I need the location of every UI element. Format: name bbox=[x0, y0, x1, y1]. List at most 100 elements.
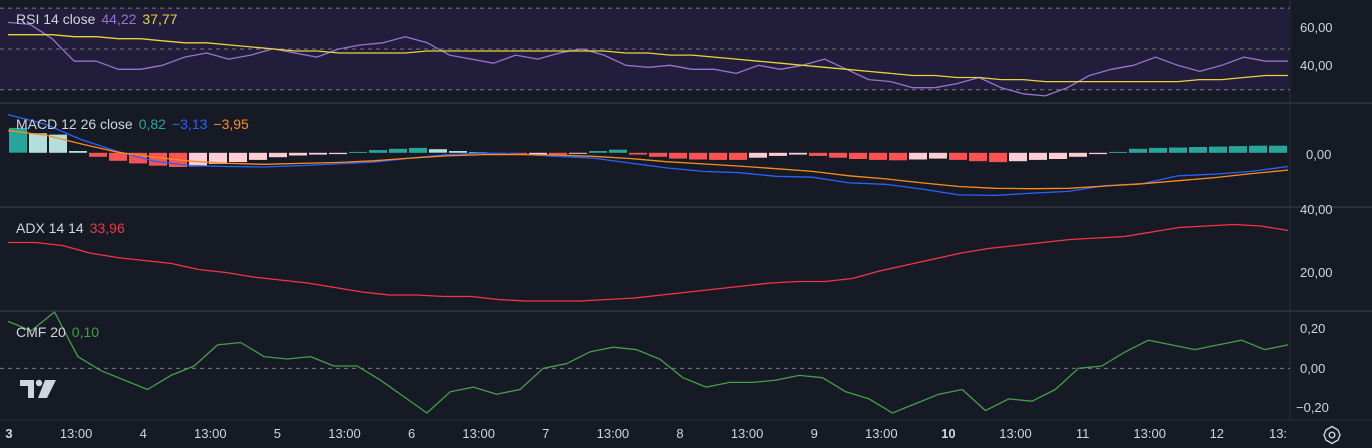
adx-axis-label-20: 20,00 bbox=[1300, 265, 1333, 280]
time-axis-label: 13:00 bbox=[328, 426, 361, 441]
rsi-legend-name: RSI 14 close bbox=[16, 11, 96, 27]
macd-histogram-bar bbox=[349, 151, 367, 153]
macd-histogram-bar bbox=[929, 152, 947, 159]
macd-histogram-bar bbox=[689, 152, 707, 160]
macd-histogram-bar bbox=[889, 152, 907, 161]
macd-histogram-bar bbox=[1249, 145, 1267, 153]
macd-histogram-bar bbox=[849, 152, 867, 159]
macd-histogram-bar bbox=[29, 133, 47, 153]
macd-histogram-bar bbox=[1129, 148, 1147, 153]
tradingview-logo-icon[interactable] bbox=[18, 378, 58, 402]
time-axis-label: 13:00 bbox=[194, 426, 227, 441]
macd-histogram-bar bbox=[869, 152, 887, 160]
macd-histogram-bar bbox=[1229, 146, 1247, 153]
rsi-legend-value: 44,22 bbox=[101, 11, 137, 27]
adx-legend-name: ADX 14 14 bbox=[16, 220, 84, 236]
macd-histogram-bar bbox=[1269, 145, 1287, 153]
macd-histogram-bar bbox=[809, 152, 827, 156]
macd-histogram-bar bbox=[289, 152, 307, 156]
time-axis-label: 13:00 bbox=[59, 426, 93, 441]
macd-histogram-bar bbox=[1069, 152, 1087, 157]
macd-histogram-bar bbox=[789, 152, 807, 155]
time-axis-label: 8 bbox=[676, 426, 684, 441]
macd-histogram-bar bbox=[529, 152, 547, 155]
macd-histogram-bar bbox=[69, 151, 87, 153]
macd-histogram-bar bbox=[409, 147, 427, 153]
time-axis-label: 13:00 bbox=[999, 426, 1032, 441]
macd-histogram-bar bbox=[1149, 147, 1167, 153]
macd-axis-label-0: 0,00 bbox=[1306, 147, 1332, 162]
macd-legend-name: MACD 12 26 close bbox=[16, 116, 133, 132]
macd-histogram-bar bbox=[209, 152, 227, 164]
macd-legend-signal-value: −3,95 bbox=[213, 116, 249, 132]
rsi-axis-label-40: 40,00 bbox=[1300, 58, 1333, 73]
macd-histogram-bar bbox=[629, 152, 647, 155]
macd-histogram-bar bbox=[649, 152, 667, 157]
cmf-axis-label-neg-0-20: −0,20 bbox=[1296, 400, 1329, 415]
time-axis-label: 13:00 bbox=[865, 426, 898, 441]
macd-histogram-bar bbox=[1029, 152, 1047, 160]
time-axis-label: 7 bbox=[542, 426, 550, 441]
time-axis-label: 13:00 bbox=[1133, 426, 1166, 441]
macd-legend[interactable]: MACD 12 26 close 0,82 −3,13 −3,95 bbox=[16, 116, 255, 132]
macd-histogram-bar bbox=[429, 149, 447, 153]
macd-histogram-bar bbox=[389, 148, 407, 153]
macd-histogram-bar bbox=[749, 152, 767, 158]
cmf-axis-label-0: 0,00 bbox=[1300, 361, 1326, 376]
time-axis-label: 10 bbox=[941, 426, 956, 441]
macd-series-macd bbox=[7, 113, 1289, 197]
macd-histogram-bar bbox=[709, 152, 727, 160]
adx-axis-label-40: 40,00 bbox=[1300, 202, 1333, 217]
macd-histogram-bar bbox=[729, 152, 747, 160]
macd-histogram-bar bbox=[589, 151, 607, 153]
time-axis-label: 12 bbox=[1209, 426, 1225, 441]
macd-histogram-bar bbox=[329, 152, 347, 155]
macd-histogram-bar bbox=[1109, 151, 1127, 153]
cmf-series-line bbox=[7, 311, 1289, 414]
cmf-axis-label-0-20: 0,20 bbox=[1300, 321, 1326, 336]
macd-histogram-bar bbox=[149, 152, 167, 166]
settings-gear-icon[interactable] bbox=[1322, 425, 1342, 445]
time-axis-label: 13: bbox=[1268, 426, 1288, 441]
macd-histogram-bar bbox=[229, 152, 247, 163]
rsi-legend-ma-value: 37,77 bbox=[142, 11, 178, 27]
adx-legend-value: 33,96 bbox=[89, 220, 125, 236]
time-axis-label: 3 bbox=[5, 426, 13, 441]
rsi-series-ma bbox=[8, 34, 1288, 83]
time-axis-label: 13:00 bbox=[596, 426, 630, 441]
time-axis-label: 13:00 bbox=[730, 426, 764, 441]
time-axis-label: 4 bbox=[139, 426, 147, 441]
macd-histogram-bar bbox=[909, 152, 927, 160]
rsi-axis-label-60: 60,00 bbox=[1300, 20, 1333, 35]
macd-histogram-bar bbox=[1209, 146, 1227, 153]
rsi-legend[interactable]: RSI 14 close 44,22 37,77 bbox=[16, 11, 183, 27]
macd-histogram-bar bbox=[949, 152, 967, 160]
macd-histogram-bar bbox=[669, 152, 687, 159]
macd-histogram-bar bbox=[1169, 147, 1187, 153]
macd-histogram-bar bbox=[269, 152, 287, 158]
time-axis-label: 6 bbox=[407, 426, 416, 441]
cmf-legend-value: 0,10 bbox=[71, 324, 100, 340]
cmf-legend-name: CMF 20 bbox=[16, 324, 66, 340]
cmf-legend[interactable]: CMF 20 0,10 bbox=[16, 324, 105, 340]
macd-histogram-bar bbox=[129, 152, 147, 164]
macd-histogram-bar bbox=[829, 152, 847, 158]
time-axis-label: 11 bbox=[1075, 426, 1090, 441]
adx-legend[interactable]: ADX 14 14 33,96 bbox=[16, 220, 131, 236]
macd-histogram-bar bbox=[1089, 152, 1107, 155]
macd-histogram-bar bbox=[109, 152, 127, 161]
macd-histogram-bar bbox=[9, 127, 27, 153]
macd-histogram-bar bbox=[189, 152, 207, 167]
macd-histogram-bar bbox=[249, 152, 267, 160]
macd-histogram-bar bbox=[1049, 152, 1067, 159]
time-axis-label: 9 bbox=[810, 426, 818, 441]
macd-histogram-bar bbox=[569, 152, 587, 154]
time-axis-label: 13:00 bbox=[462, 426, 495, 441]
macd-legend-macd-value: −3,13 bbox=[171, 116, 208, 132]
macd-histogram-bar bbox=[369, 150, 387, 153]
macd-histogram-bar bbox=[1189, 147, 1207, 153]
macd-histogram-bar bbox=[309, 152, 327, 155]
macd-histogram-bar bbox=[969, 152, 987, 162]
macd-legend-hist-value: 0,82 bbox=[138, 116, 166, 132]
